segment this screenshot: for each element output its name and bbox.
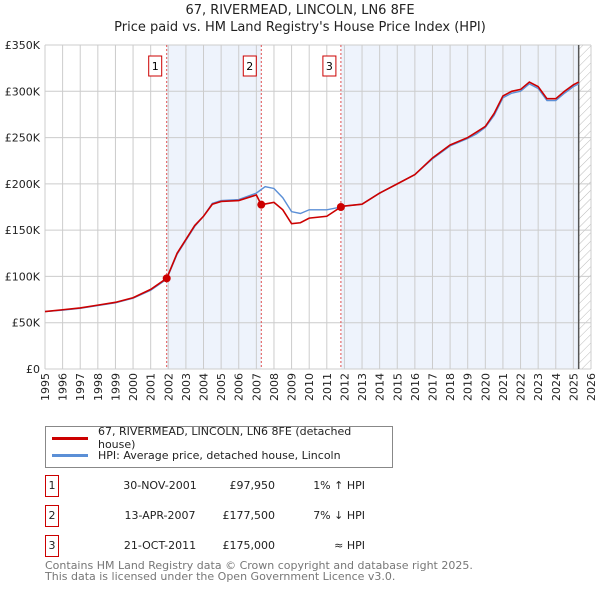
sale-marker: 1 xyxy=(45,475,59,497)
footer-line-1: Contains HM Land Registry data © Crown c… xyxy=(45,559,473,572)
legend-label-hpi: HPI: Average price, detached house, Linc… xyxy=(98,448,341,462)
footer-line-2: This data is licensed under the Open Gov… xyxy=(45,570,396,583)
x-tick-label: 2007 xyxy=(250,373,263,401)
sale-label: 3 xyxy=(326,60,333,73)
sale-marker: 3 xyxy=(45,535,59,557)
chart-title: 67, RIVERMEAD, LINCOLN, LN6 8FE xyxy=(185,3,415,18)
sale-hpi: 7% ↓ HPI xyxy=(313,509,365,522)
price-chart: 1995 1996 1997 1998 1999 2000 2001 2002 2003 2004… xyxy=(5,39,598,401)
x-tick-label: 2009 xyxy=(286,373,299,401)
x-tick-label: 2017 xyxy=(426,373,439,401)
chart-subtitle: Price paid vs. HM Land Registry's House … xyxy=(114,20,486,35)
x-tick-label: 2004 xyxy=(198,373,211,401)
y-tick-label: £100K xyxy=(5,270,41,283)
x-tick-label: 2026 xyxy=(585,373,598,401)
legend-blue-line xyxy=(52,453,88,457)
legend-label-property: 67, RIVERMEAD, LINCOLN, LN6 8FE (detache… xyxy=(97,425,352,451)
x-tick-label: 2012 xyxy=(338,373,351,401)
y-tick-label: £200K xyxy=(5,178,41,191)
x-tick-label: 2022 xyxy=(515,373,528,401)
sale-date: 30-NOV-2001 xyxy=(123,479,197,492)
series-line xyxy=(44,81,580,313)
sale-label-box xyxy=(322,55,337,77)
x-tick-label: 2021 xyxy=(497,373,510,401)
x-tick-label: 2023 xyxy=(532,373,545,401)
sale-point xyxy=(336,203,345,211)
sale-row: 3 21-OCT-2011 £175,000 ≈ HPI xyxy=(45,535,445,557)
x-tick-label: 2006 xyxy=(233,373,246,401)
x-tick-label: 2018 xyxy=(444,373,457,401)
x-tick-label: 2000 xyxy=(127,373,140,401)
x-tick-label: 2003 xyxy=(180,373,193,401)
x-tick-label: 2002 xyxy=(162,373,175,401)
sale-row: 2 13-APR-2007 £177,500 7% ↓ HPI xyxy=(45,505,445,527)
x-tick-label: 2008 xyxy=(268,373,281,401)
x-tick-label: 2001 xyxy=(145,373,158,401)
x-tick-label: 1998 xyxy=(92,373,105,401)
sale-price: £175,000 xyxy=(222,539,276,552)
forecast-hatch xyxy=(578,45,591,369)
sale-label-box xyxy=(242,55,257,77)
y-tick-label: £350K xyxy=(5,39,41,52)
sale-date: 21-OCT-2011 xyxy=(123,539,197,552)
shaded-period xyxy=(166,45,262,369)
x-tick-label: 1999 xyxy=(109,373,122,401)
x-tick-label: 2014 xyxy=(374,373,387,401)
x-tick-label: 2005 xyxy=(215,373,228,401)
footer: Contains HM Land Registry data © Crown c… xyxy=(45,560,473,582)
x-tick-label: 2016 xyxy=(409,373,422,401)
x-tick-label: 2010 xyxy=(303,373,316,401)
sale-price: £177,500 xyxy=(222,509,276,522)
x-tick-label: 2015 xyxy=(391,373,404,401)
sale-point xyxy=(162,274,171,283)
y-tick-label: £300K xyxy=(5,85,41,98)
x-tick-label: 1996 xyxy=(57,373,70,401)
y-tick-label: £150K xyxy=(5,224,41,237)
y-tick-label: £0 xyxy=(26,363,40,376)
sale-marker: 2 xyxy=(45,505,59,527)
x-tick-label: 2013 xyxy=(356,373,369,401)
y-tick-label: £250K xyxy=(5,132,41,145)
legend: 67, RIVERMEAD, LINCOLN, LN6 8FE (detache… xyxy=(45,425,393,468)
x-tick-label: 1997 xyxy=(74,373,87,401)
sale-hpi: ≈ HPI xyxy=(334,539,365,552)
x-tick-label: 1995 xyxy=(39,373,52,401)
shaded-period xyxy=(340,45,579,369)
sale-hpi: 1% ↑ HPI xyxy=(313,479,365,492)
x-tick-label: 2024 xyxy=(550,373,563,401)
sale-label-box xyxy=(148,55,163,77)
y-tick-label: £50K xyxy=(12,317,41,330)
sale-price: £97,950 xyxy=(229,479,276,492)
x-tick-label: 2019 xyxy=(462,373,475,401)
x-tick-label: 2025 xyxy=(567,373,580,401)
sale-date: 13-APR-2007 xyxy=(124,509,196,522)
sale-label: 2 xyxy=(246,60,253,73)
sale-point xyxy=(257,200,266,209)
legend-red-line xyxy=(52,436,88,440)
x-tick-label: 2020 xyxy=(479,373,492,401)
sale-row: 1 30-NOV-2001 £97,950 1% ↑ HPI xyxy=(45,475,445,497)
sale-label: 1 xyxy=(152,60,159,73)
x-tick-label: 2011 xyxy=(321,373,334,401)
